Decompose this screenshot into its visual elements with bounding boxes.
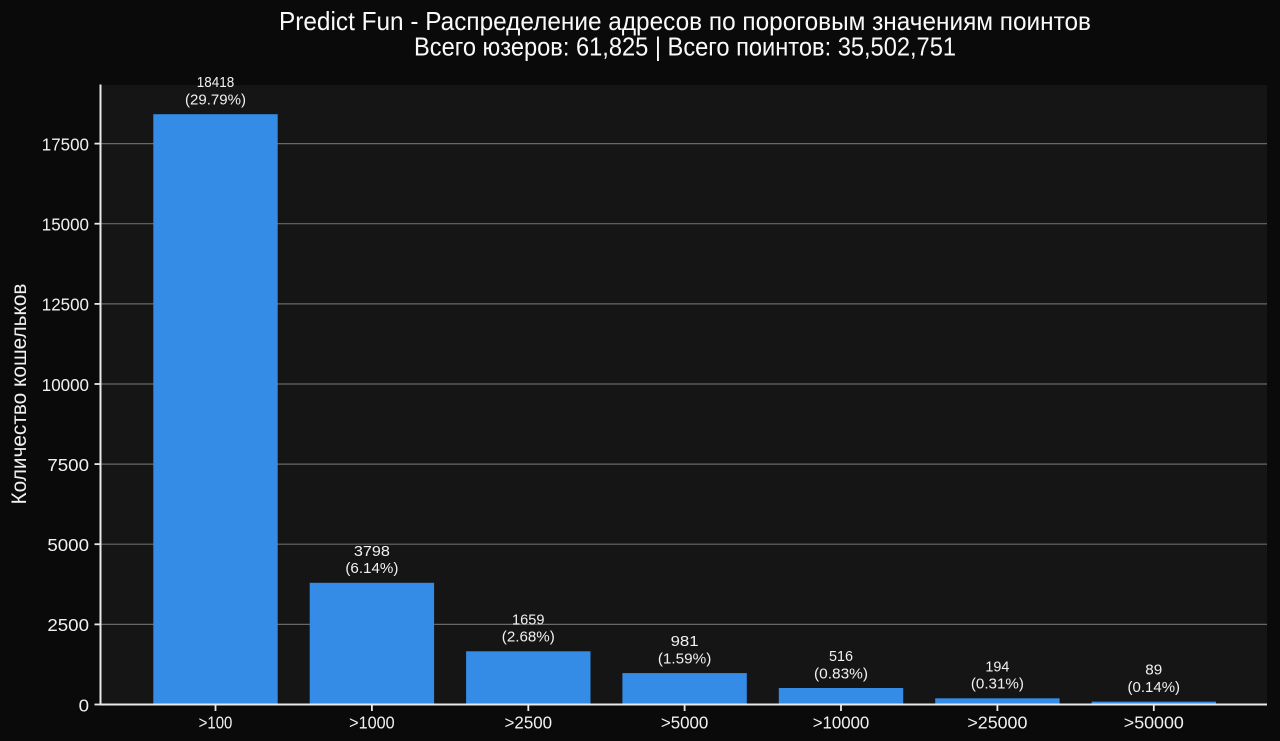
svg-text:18418: 18418 [197, 75, 234, 91]
svg-text:Количество кошельков: Количество кошельков [8, 284, 31, 505]
svg-text:(2.68%): (2.68%) [502, 630, 555, 646]
svg-text:981: 981 [671, 634, 699, 650]
svg-text:15000: 15000 [42, 215, 89, 235]
svg-text:>50000: >50000 [1124, 712, 1184, 732]
svg-text:1659: 1659 [512, 612, 545, 628]
svg-text:0: 0 [79, 695, 90, 715]
svg-text:Predict Fun - Распределение ад: Predict Fun - Распределение адресов по п… [279, 6, 1091, 36]
svg-text:(0.14%): (0.14%) [1128, 680, 1181, 696]
svg-text:89: 89 [1145, 663, 1162, 679]
svg-text:3798: 3798 [354, 544, 390, 560]
svg-text:(1.59%): (1.59%) [658, 652, 712, 668]
svg-text:516: 516 [829, 649, 853, 665]
svg-text:>1000: >1000 [349, 712, 395, 732]
svg-text:>2500: >2500 [505, 712, 553, 732]
svg-text:12500: 12500 [42, 295, 89, 315]
svg-text:(0.83%): (0.83%) [814, 666, 868, 682]
svg-text:(29.79%): (29.79%) [185, 93, 246, 109]
svg-text:Всего юзеров: 61,825 | Всего п: Всего юзеров: 61,825 | Всего поинтов: 35… [414, 32, 956, 62]
svg-text:10000: 10000 [42, 375, 89, 395]
svg-text:>5000: >5000 [661, 712, 709, 732]
svg-text:17500: 17500 [42, 134, 89, 154]
svg-text:(0.31%): (0.31%) [971, 677, 1024, 693]
svg-text:>25000: >25000 [967, 712, 1027, 732]
svg-text:(6.14%): (6.14%) [345, 561, 398, 577]
svg-text:>100: >100 [199, 712, 233, 732]
svg-text:>10000: >10000 [813, 712, 870, 732]
svg-text:7500: 7500 [47, 455, 89, 475]
svg-text:5000: 5000 [47, 535, 89, 555]
svg-text:2500: 2500 [47, 615, 89, 635]
svg-text:194: 194 [985, 659, 1009, 675]
